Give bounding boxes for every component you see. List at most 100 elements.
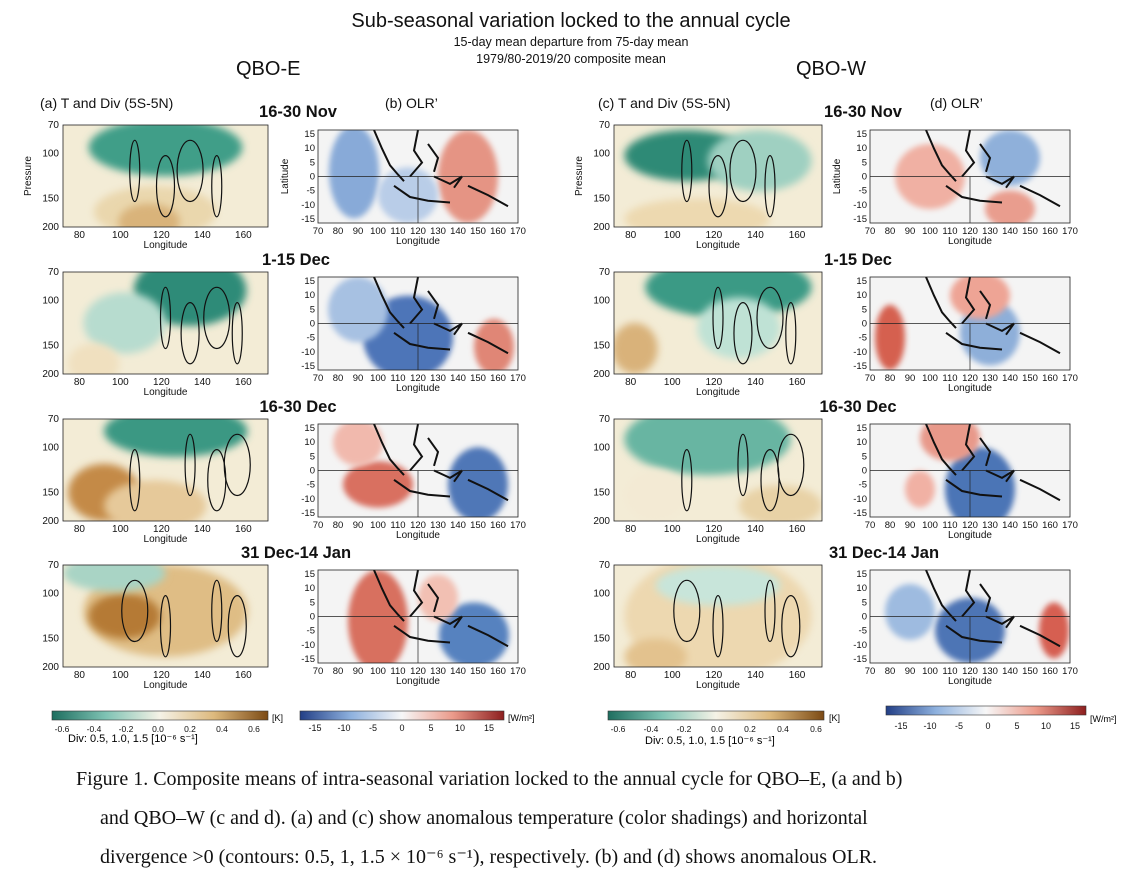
colorbar-t-left-tick: 0.0 <box>152 724 164 734</box>
divergence-contour <box>155 154 176 218</box>
period-label-left-4: 31 Dec-14 Jan <box>240 544 352 562</box>
colorbar-olr-right-tick: 0 <box>985 721 990 731</box>
olr-longitude-tick: 90 <box>905 373 916 384</box>
temp-shading-blob <box>707 130 812 192</box>
panel-frame <box>869 569 1071 664</box>
olr-shading-blob <box>875 304 905 370</box>
longitude-axis-label: Longitude <box>144 534 188 545</box>
temp-div-panel-left-3: 70 100 150 200 80 100 120 140 160 Longitude <box>42 414 269 545</box>
longitude-tick: 120 <box>153 524 170 535</box>
longitude-tick: 100 <box>664 377 681 388</box>
divergence-contour <box>712 286 724 350</box>
longitude-tick: 160 <box>789 230 806 241</box>
olr-longitude-tick: 160 <box>490 520 506 531</box>
olr-longitude-tick: 120 <box>410 226 426 237</box>
olr-longitude-tick: 110 <box>390 373 405 384</box>
latitude-tick: 10 <box>304 437 315 448</box>
pressure-axis-label: Pressure <box>23 156 34 196</box>
latitude-tick: -10 <box>853 200 867 211</box>
temp-div-panel-right-1: 70 100 150 200 80 100 120 140 160 Longitude Pressu… <box>574 120 823 251</box>
divergence-contour <box>729 139 757 203</box>
latitude-tick: 15 <box>856 569 867 580</box>
olr-longitude-tick: 150 <box>1022 520 1038 531</box>
panel-frame <box>62 271 269 375</box>
olr-longitude-tick: 150 <box>1022 226 1038 237</box>
panel-frame <box>317 276 519 371</box>
coastline <box>373 130 509 208</box>
caption-line-2: and QBO–W (c and d). (a) and (c) show an… <box>100 807 868 829</box>
longitude-tick: 160 <box>789 377 806 388</box>
temp-div-panel-left-2: 70 100 150 200 80 100 120 140 160 Longitude <box>42 267 269 398</box>
temp-shading-blob <box>624 198 770 227</box>
latitude-tick: 5 <box>862 304 867 315</box>
colorbar-olr-right-tick: 10 <box>1041 721 1051 731</box>
pressure-tick: 150 <box>593 193 610 204</box>
divergence-contour <box>737 433 749 497</box>
olr-longitude-tick: 130 <box>982 520 998 531</box>
longitude-tick: 100 <box>112 230 129 241</box>
olr-longitude-tick: 110 <box>942 520 957 531</box>
latitude-tick: -15 <box>853 654 867 665</box>
coastline <box>373 570 509 648</box>
olr-longitude-tick: 160 <box>1042 666 1058 677</box>
olr-longitude-tick: 100 <box>922 373 938 384</box>
longitude-tick: 80 <box>74 230 86 241</box>
pressure-tick: 200 <box>42 516 59 527</box>
panel-frame <box>869 423 1071 518</box>
latitude-tick: -5 <box>307 626 315 637</box>
latitude-tick: -15 <box>301 508 315 519</box>
olr-longitude-tick: 110 <box>942 226 957 237</box>
panel-frame <box>62 564 269 668</box>
longitude-tick: 100 <box>112 377 129 388</box>
latitude-tick: -15 <box>301 654 315 665</box>
divergence-contour <box>121 579 149 643</box>
olr-shading-blob <box>985 190 1035 223</box>
latitude-axis-label: Latitude <box>280 158 291 194</box>
panel-c-label: (c) T and Div (5S-5N) <box>598 95 731 111</box>
colorbar-olr-left-tick: 5 <box>428 723 433 733</box>
divergence-contour <box>785 302 797 365</box>
colorbar-t-left-tick: -0.2 <box>119 724 134 734</box>
panel-frame <box>613 564 823 668</box>
olr-longitude-tick: 140 <box>450 373 466 384</box>
olr-shading-blob <box>348 570 408 663</box>
olr-longitude-tick: 90 <box>353 520 364 531</box>
divergence-contour <box>184 433 196 497</box>
longitude-axis-label: Longitude <box>696 680 740 691</box>
latitude-tick: -15 <box>853 508 867 519</box>
period-label-right-3: 16-30 Dec <box>819 398 897 416</box>
olr-longitude-tick: 100 <box>370 373 386 384</box>
pressure-tick: 100 <box>593 443 610 454</box>
latitude-tick: -5 <box>307 333 315 344</box>
olr-longitude-tick: 130 <box>982 373 998 384</box>
olr-longitude-axis-label: Longitude <box>948 530 992 541</box>
divergence-contour <box>211 579 223 643</box>
panel-frame <box>317 423 519 518</box>
colorbar-t-left-tick: 0.6 <box>248 724 260 734</box>
olr-shading-blob <box>945 447 1015 517</box>
longitude-axis-label: Longitude <box>144 680 188 691</box>
latitude-tick: 15 <box>856 423 867 434</box>
longitude-tick: 100 <box>112 524 129 535</box>
colorbar-olr-right-tick: 5 <box>1014 721 1019 731</box>
olr-shading-blob <box>328 277 388 343</box>
olr-longitude-tick: 130 <box>982 226 998 237</box>
colorbar-olr-right-tick: 15 <box>1070 721 1080 731</box>
olr-longitude-tick: 100 <box>370 520 386 531</box>
latitude-tick: -15 <box>301 214 315 225</box>
colorbar-olr-left <box>299 710 505 721</box>
latitude-tick: -15 <box>853 214 867 225</box>
olr-longitude-tick: 120 <box>962 373 978 384</box>
longitude-tick: 120 <box>705 377 722 388</box>
colorbar-olr-right-tick: -5 <box>955 721 963 731</box>
olr-longitude-tick: 90 <box>353 373 364 384</box>
olr-longitude-tick: 120 <box>962 666 978 677</box>
olr-longitude-tick: 160 <box>1042 373 1058 384</box>
longitude-tick: 140 <box>194 377 211 388</box>
longitude-tick: 80 <box>625 230 637 241</box>
colorbar-olr-right-tick: -10 <box>923 721 936 731</box>
figure-title: Sub-seasonal variation locked to the ann… <box>351 10 791 32</box>
divergence-contour <box>756 286 784 350</box>
olr-shading-blob <box>950 277 1010 319</box>
